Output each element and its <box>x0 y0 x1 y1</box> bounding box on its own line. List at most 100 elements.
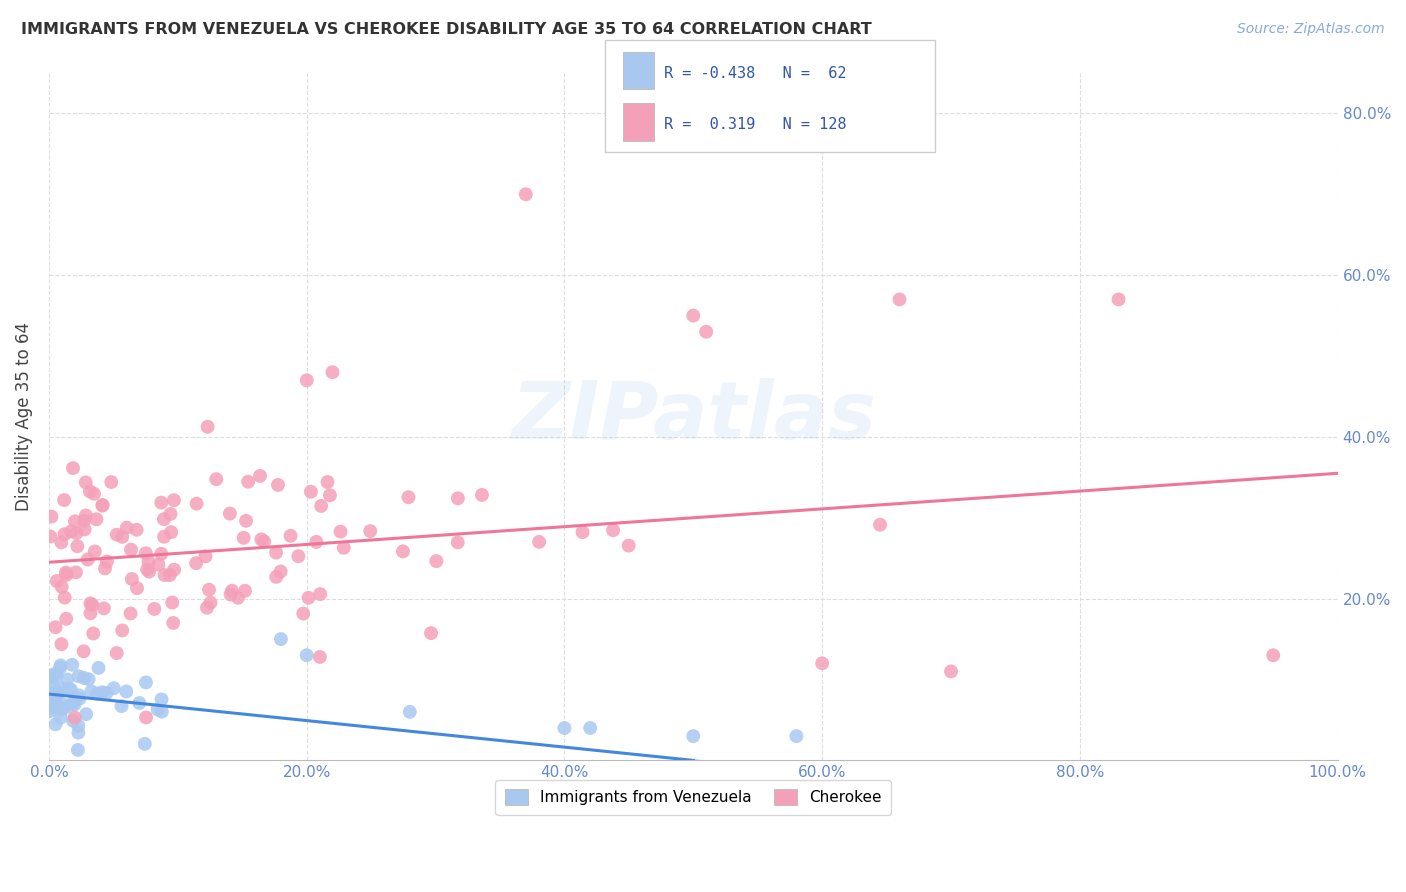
Point <box>305 534 328 549</box>
Point <box>45 574 67 588</box>
Point <box>695 325 717 339</box>
Point <box>219 587 242 601</box>
Point <box>135 546 157 560</box>
Point <box>91 499 114 513</box>
Point <box>44 681 66 695</box>
Point <box>249 469 271 483</box>
Point <box>72 644 94 658</box>
Point <box>96 555 118 569</box>
Point <box>195 600 218 615</box>
Point <box>42 669 65 683</box>
Point <box>79 484 101 499</box>
Point <box>153 530 176 544</box>
Point <box>60 524 83 539</box>
Point <box>41 698 63 712</box>
Point <box>79 597 101 611</box>
Point <box>150 495 173 509</box>
Point <box>184 556 207 570</box>
Point <box>83 544 105 558</box>
Point <box>125 581 148 595</box>
Point <box>67 725 90 739</box>
Text: Source: ZipAtlas.com: Source: ZipAtlas.com <box>1237 22 1385 37</box>
Point <box>221 583 243 598</box>
Point <box>76 552 98 566</box>
Point <box>100 475 122 489</box>
Point <box>128 696 150 710</box>
Point <box>939 665 962 679</box>
Point <box>49 681 72 695</box>
Text: IMMIGRANTS FROM VENEZUELA VS CHEROKEE DISABILITY AGE 35 TO 64 CORRELATION CHART: IMMIGRANTS FROM VENEZUELA VS CHEROKEE DI… <box>21 22 872 37</box>
Point <box>53 493 76 508</box>
Point <box>553 721 575 735</box>
Point <box>682 729 704 743</box>
Point <box>235 514 257 528</box>
Point <box>87 661 110 675</box>
Point <box>66 743 89 757</box>
Point <box>67 689 90 703</box>
Point <box>571 525 593 540</box>
Point <box>153 568 176 582</box>
Point <box>66 539 89 553</box>
Point <box>280 529 302 543</box>
Point <box>45 717 67 731</box>
Point <box>392 544 415 558</box>
Point <box>86 687 108 701</box>
Point <box>49 658 72 673</box>
Point <box>205 472 228 486</box>
Point <box>309 587 332 601</box>
Point <box>398 705 420 719</box>
Point <box>91 498 114 512</box>
Point <box>73 523 96 537</box>
Point <box>55 567 77 582</box>
Point <box>287 549 309 564</box>
Point <box>77 672 100 686</box>
Point <box>63 514 86 528</box>
Point <box>39 671 62 685</box>
Point <box>299 484 322 499</box>
Point <box>233 583 256 598</box>
Point <box>194 549 217 564</box>
Point <box>91 685 114 699</box>
Point <box>96 686 118 700</box>
Point <box>163 493 186 508</box>
Point <box>51 580 73 594</box>
Point <box>264 545 287 559</box>
Point <box>150 705 173 719</box>
Point <box>39 529 62 543</box>
Point <box>53 527 76 541</box>
Point <box>75 707 97 722</box>
Point <box>138 565 160 579</box>
Point <box>471 488 494 502</box>
Point <box>297 591 319 605</box>
Point <box>48 686 70 700</box>
Point <box>200 596 222 610</box>
Point <box>162 596 184 610</box>
Point <box>110 699 132 714</box>
Point <box>115 521 138 535</box>
Point <box>250 533 273 547</box>
Point <box>49 710 72 724</box>
Point <box>103 681 125 696</box>
Point <box>51 637 73 651</box>
Point <box>73 514 96 528</box>
Point <box>447 535 470 549</box>
Point <box>41 509 63 524</box>
Point <box>56 673 79 687</box>
Point <box>58 681 80 696</box>
Point <box>69 691 91 706</box>
Point <box>44 695 66 709</box>
Text: ZIPatlas: ZIPatlas <box>510 377 876 456</box>
Point <box>111 530 134 544</box>
Point <box>163 563 186 577</box>
Point <box>238 475 260 489</box>
Point <box>295 373 318 387</box>
Point <box>146 702 169 716</box>
Point <box>198 582 221 597</box>
Point <box>53 591 76 605</box>
Point <box>65 566 87 580</box>
Point <box>44 691 66 706</box>
Legend: Immigrants from Venezuela, Cherokee: Immigrants from Venezuela, Cherokee <box>495 780 891 814</box>
Y-axis label: Disability Age 35 to 64: Disability Age 35 to 64 <box>15 322 32 511</box>
Point <box>1263 648 1285 663</box>
Point <box>53 698 76 712</box>
